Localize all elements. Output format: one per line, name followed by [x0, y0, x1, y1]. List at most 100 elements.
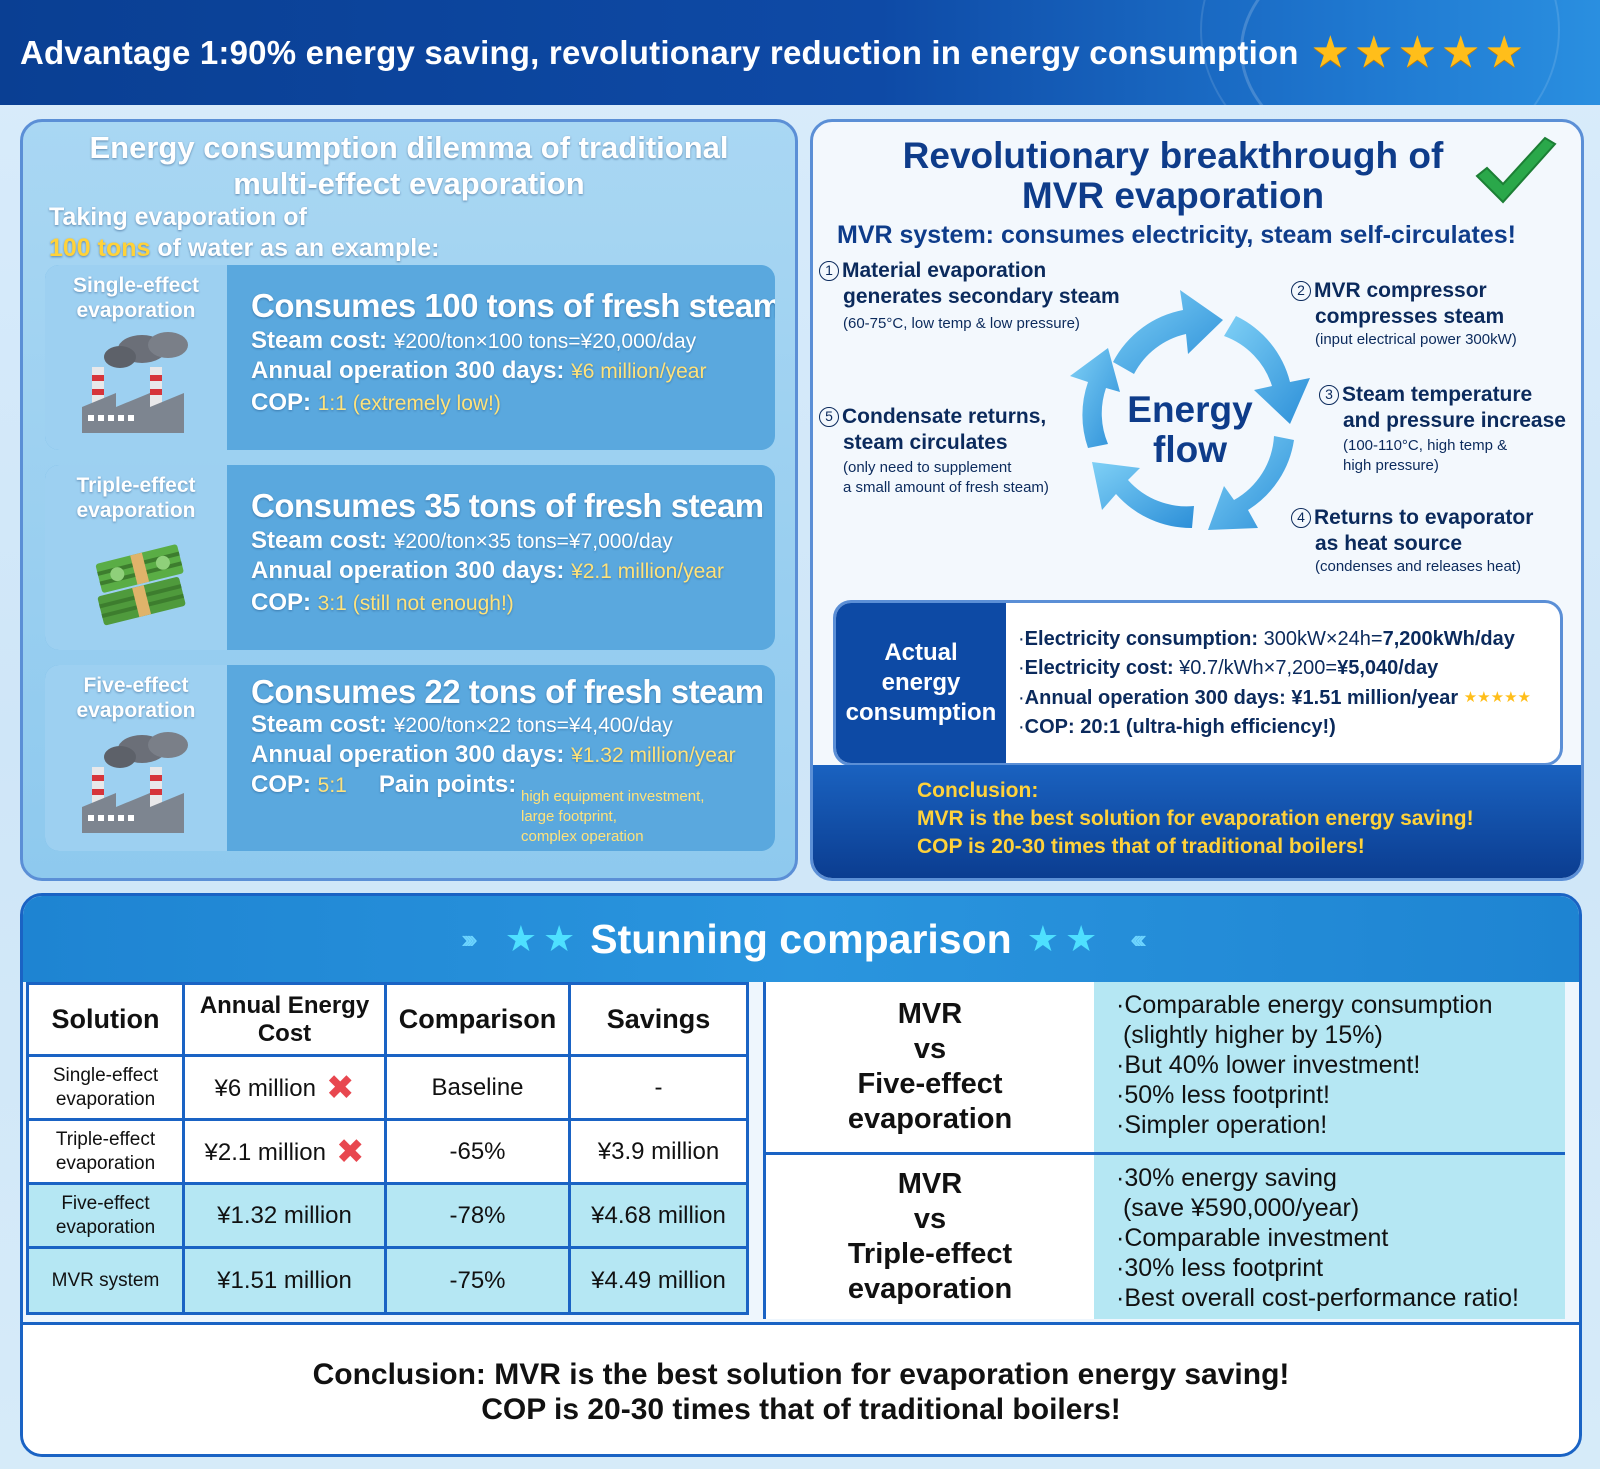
card-text: Consumes 22 tons of fresh steam Steam co… [251, 665, 765, 845]
row-label: Steam cost: [251, 711, 388, 738]
row-label: Annual operation 300 days: [251, 357, 565, 384]
vs-point: (save ¥590,000/year) [1116, 1194, 1360, 1222]
card-text: Consumes 100 tons of fresh steam Steam c… [251, 265, 775, 417]
actual-energy-lines: ·Electricity consumption: 300kW×24h=7,20… [1018, 625, 1550, 742]
vs-line: Five-effect [857, 1068, 1003, 1100]
checkmark-icon [1475, 136, 1557, 204]
steam-cost-row: Steam cost: ¥200/ton×22 tons=¥4,400/day [251, 711, 765, 739]
factory-icon [82, 332, 188, 433]
card-label-line: Single-effect [72, 274, 200, 297]
card-headline: Consumes 35 tons of fresh steam [251, 487, 764, 524]
star-icon: ★ [1484, 27, 1524, 77]
vs-points: ·30% energy saving (save ¥590,000/year) … [1094, 1155, 1565, 1319]
triple-effect-card: Triple-effect evaporation Consumes 35 ton… [45, 465, 775, 650]
step-note: (condenses and releases heat) [1315, 558, 1521, 575]
cop-row: COP: 5:1 Pain points: [251, 771, 765, 799]
comparison-cell: -78% [384, 1182, 571, 1249]
vs-line: Triple-effect [847, 1238, 1013, 1270]
bottom-conclusion: Conclusion: MVR is the best solution for… [23, 1322, 1579, 1454]
header-cell: Comparison [384, 982, 571, 1057]
line-bold-value: ¥1.51 million/year [1291, 687, 1459, 709]
energy-flow-cycle [1070, 290, 1310, 530]
line-bold-value: 7,200kWh/day [1382, 628, 1515, 650]
steam-cost-row: Steam cost: ¥200/ton×100 tons=¥20,000/da… [251, 327, 765, 355]
star-icon: ★ [1310, 27, 1351, 77]
vs-point: ·30% less footprint [1116, 1254, 1324, 1282]
row-value: 1:1 (extremely low!) [317, 392, 501, 415]
intro-rest: of water as an example: [150, 234, 440, 262]
savings-cell: ¥4.49 million [568, 1246, 749, 1315]
factory-icon [82, 732, 188, 833]
card-headline: Consumes 22 tons of fresh steam [251, 673, 764, 710]
header-cell: Solution [26, 982, 185, 1057]
comparison-title: Stunning comparison [590, 915, 1012, 962]
card-label-line: Five-effect [83, 674, 189, 697]
cost-value: ¥6 million [214, 1074, 316, 1102]
right-title-line: MVR evaporation [1021, 175, 1325, 216]
pain-points-list: high equipment investment, large footpri… [521, 787, 704, 847]
line-value: 300kW×24h= [1258, 628, 1383, 650]
header-cell: Annual Energy Cost [182, 982, 387, 1057]
conclusion-line: COP is 20-30 times that of traditional b… [917, 835, 1365, 858]
star-icon: ★ [1441, 27, 1481, 77]
savings-cell: ¥4.68 million [568, 1182, 749, 1249]
vs-point: ·50% less footprint! [1116, 1081, 1330, 1109]
mvr-vs-triple-effect: MVR vs Triple-effect evaporation ·30% energ… [763, 1152, 1565, 1319]
savings-cell: ¥3.9 million [568, 1118, 749, 1185]
step-text: Steam temperature [1342, 383, 1533, 406]
comparison-section: ›››› ★ ★ Stunning comparison ★ ★ ‹‹‹‹ Solu… [20, 893, 1582, 1457]
solution-line: Single-effect [52, 1064, 159, 1086]
cop-row: COP: 1:1 (extremely low!) [251, 389, 765, 417]
solution-line: evaporation [55, 1088, 156, 1110]
star-icon: ★ [1026, 918, 1059, 959]
line-value: ¥0.7/kWh×7,200= [1173, 657, 1338, 679]
step-text: as heat source [1315, 532, 1463, 555]
row-label: Annual operation 300 days: [251, 741, 565, 768]
actual-energy-box: Actual energy consumption ·Electricity co… [833, 600, 1563, 766]
step-text: MVR compressor [1314, 279, 1487, 302]
star-icon: ★ [504, 918, 538, 959]
row-label: Annual operation 300 days: [251, 557, 565, 584]
card-label-line: evaporation [76, 499, 196, 522]
card-label-line: evaporation [76, 699, 196, 722]
flow-step-1: 1 Material evaporation generates secondar… [819, 258, 1120, 334]
flow-step-3: 3 Steam temperature and pressure increase… [1319, 382, 1566, 476]
row-label: Steam cost: [251, 527, 388, 554]
label-line: consumption [845, 699, 997, 726]
star-icon: ★ [543, 918, 576, 959]
electricity-consumption-line: ·Electricity consumption: 300kW×24h=7,20… [1018, 628, 1515, 650]
right-title-line: Revolutionary breakthrough of [902, 135, 1444, 176]
row-value: ¥200/ton×100 tons=¥20,000/day [393, 330, 697, 353]
step-note: a small amount of fresh steam) [843, 479, 1049, 496]
step-text: Returns to evaporator [1314, 506, 1534, 529]
star-icon: ★ [1064, 918, 1098, 959]
card-text: Consumes 35 tons of fresh steam Steam co… [251, 465, 765, 617]
cost-cell: ¥6 million ✖ [182, 1054, 387, 1121]
line-label: Annual operation 300 days: [1024, 687, 1286, 709]
flow-step-5: 5 Condensate returns, steam circulates (o… [819, 404, 1049, 498]
vs-label: MVR vs Five-effect evaporation [766, 982, 1094, 1152]
page-title: Advantage 1:90% energy saving, revolutio… [20, 33, 1299, 71]
row-value: ¥200/ton×35 tons=¥7,000/day [393, 530, 673, 553]
right-panel-title: Revolutionary breakthrough of MVR evapor… [813, 136, 1533, 216]
center-line: flow [1153, 429, 1227, 470]
row-label: COP: [251, 589, 311, 616]
vs-label: MVR vs Triple-effect evaporation [766, 1155, 1094, 1319]
cost-cell: ¥1.51 million [182, 1246, 387, 1315]
comparison-cell: Baseline [384, 1054, 571, 1121]
step-text: and pressure increase [1343, 409, 1566, 432]
vs-line: vs [913, 1203, 947, 1235]
step-note: (only need to supplement [843, 459, 1012, 476]
step-text: generates secondary steam [843, 285, 1120, 308]
right-conclusion: Conclusion: MVR is the best solution for… [813, 765, 1581, 878]
conclusion-line: Conclusion: MVR is the best solution for… [312, 1358, 1290, 1391]
star-icon: ★ [1354, 27, 1394, 77]
pain-point: large footprint, [521, 808, 617, 825]
single-effect-card: Single-effect evaporation Consumes 100 to… [45, 265, 775, 450]
row-value: 3:1 (still not enough!) [317, 592, 514, 615]
solution-cell: Triple-effect evaporation [26, 1118, 185, 1185]
step-number: 5 [819, 407, 839, 427]
solution-cell: Five-effect evaporation [26, 1182, 185, 1249]
step-number: 4 [1291, 508, 1311, 528]
chevrons-right-icon: ›››› [461, 923, 477, 954]
